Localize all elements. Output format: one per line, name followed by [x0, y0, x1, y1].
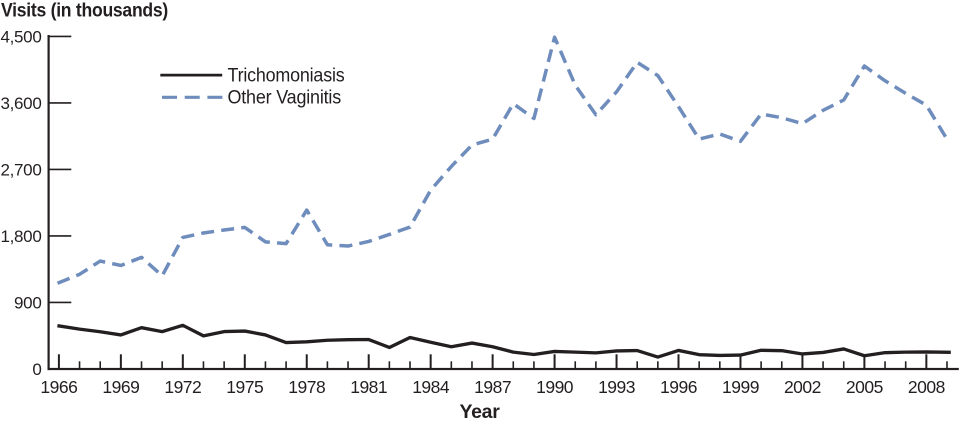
svg-text:1975: 1975: [226, 377, 263, 397]
svg-text:1987: 1987: [474, 377, 511, 397]
svg-text:1,800: 1,800: [0, 227, 41, 246]
svg-text:Year: Year: [459, 401, 500, 423]
svg-text:1984: 1984: [412, 377, 450, 397]
svg-text:1981: 1981: [350, 377, 387, 397]
svg-text:900: 900: [14, 293, 41, 312]
svg-text:Other Vaginitis: Other Vaginitis: [228, 88, 342, 109]
svg-text:2,700: 2,700: [0, 160, 41, 179]
svg-text:1990: 1990: [536, 377, 574, 397]
svg-text:1978: 1978: [288, 377, 325, 397]
svg-text:0: 0: [32, 360, 41, 379]
svg-text:1972: 1972: [164, 377, 201, 397]
svg-text:1996: 1996: [660, 377, 697, 397]
svg-text:2002: 2002: [784, 377, 821, 397]
svg-text:2005: 2005: [846, 377, 883, 397]
svg-text:Visits (in thousands): Visits (in thousands): [1, 0, 168, 22]
svg-text:1993: 1993: [598, 377, 635, 397]
svg-text:3,600: 3,600: [0, 94, 41, 113]
svg-text:1966: 1966: [40, 377, 77, 397]
svg-text:1969: 1969: [102, 377, 139, 397]
svg-text:4,500: 4,500: [0, 27, 41, 46]
svg-text:Trichomoniasis: Trichomoniasis: [228, 66, 345, 87]
svg-text:2008: 2008: [908, 377, 945, 397]
svg-text:1999: 1999: [722, 377, 759, 397]
